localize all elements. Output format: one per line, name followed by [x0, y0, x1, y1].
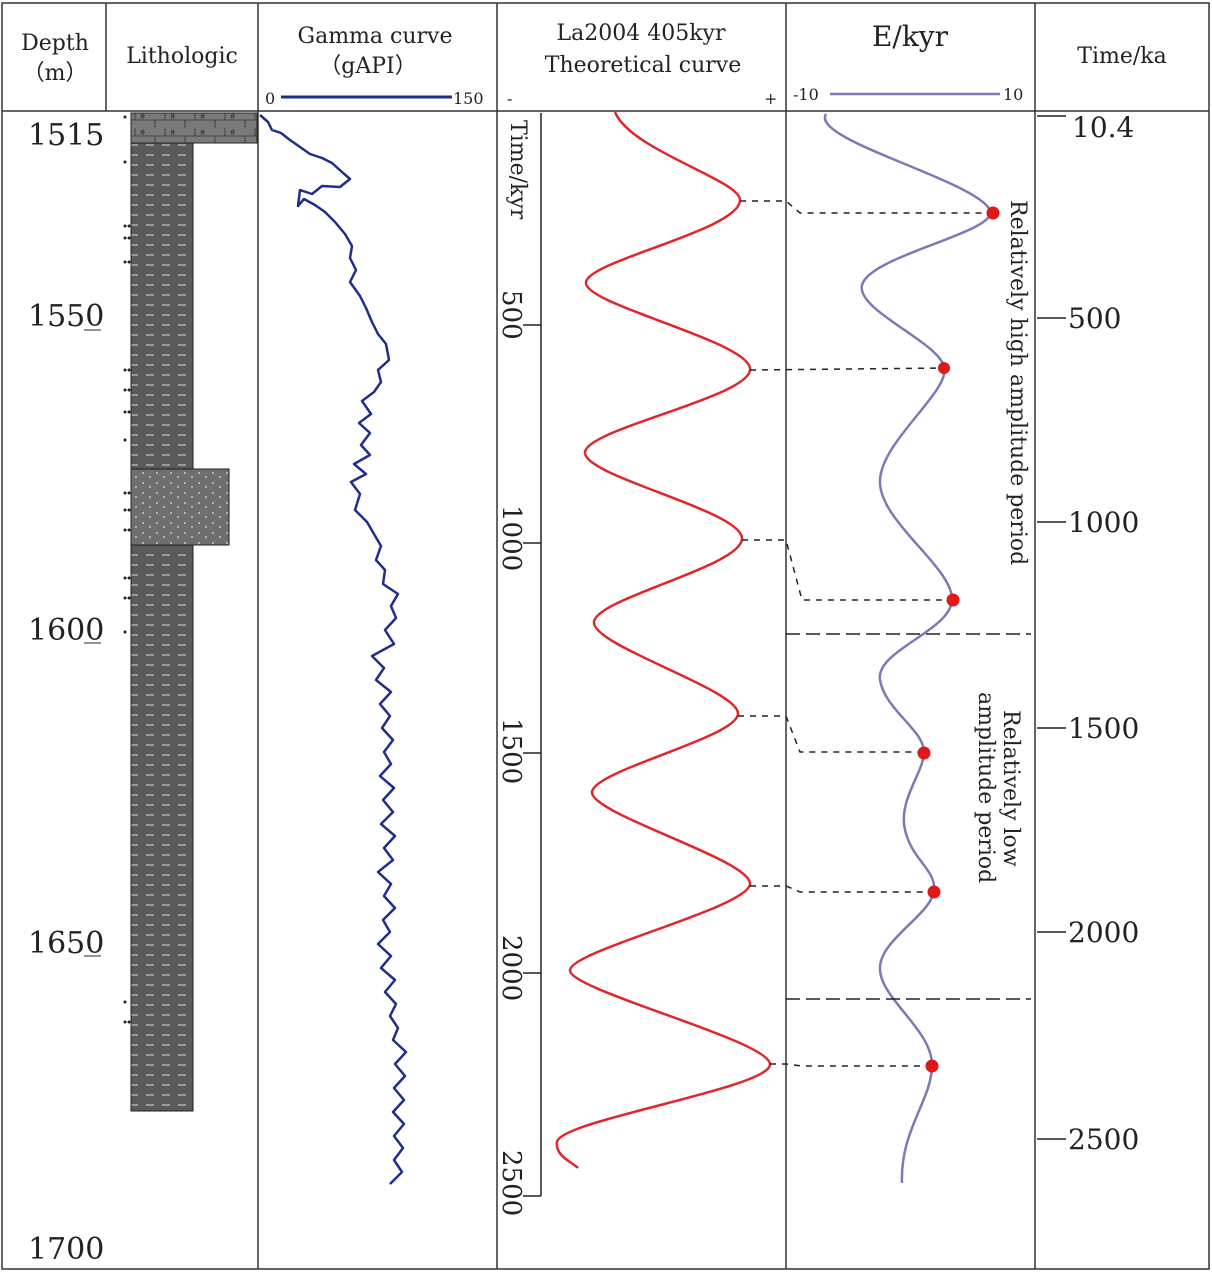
tie-line — [749, 367, 945, 371]
peak-markers — [917, 206, 1000, 1073]
tie-line — [742, 539, 953, 601]
theoretical-scale-minus: - — [507, 89, 512, 108]
gamma-header-line2: （gAPI） — [319, 54, 416, 79]
theoretical-header-line1: La2004 405kyr — [557, 21, 726, 46]
depth-label: 1700 — [28, 1232, 104, 1267]
e-scale: -10 10 — [793, 85, 1023, 104]
time-label: 1000 — [1068, 506, 1139, 539]
inner-time-tick: 2000 — [496, 935, 526, 1001]
gamma-header-line1: Gamma curve — [298, 24, 453, 49]
depth-label: 1600 — [28, 613, 104, 648]
lithology-column — [130, 112, 258, 1112]
tie-line — [740, 200, 993, 214]
time-label: 10.4 — [1072, 111, 1134, 144]
time-label: 2000 — [1068, 916, 1139, 949]
peak-marker — [938, 362, 950, 374]
time-label: 1500 — [1068, 712, 1139, 745]
depth-header-line2: （m） — [23, 61, 88, 86]
inner-time-axis: Time/kyr 500 1000 1500 2000 2500 — [496, 113, 542, 1216]
header-row: Depth （m） Lithologic Gamma curve （gAPI） … — [21, 20, 1167, 86]
theoretical-scale: - + — [507, 89, 777, 108]
peak-marker — [946, 593, 960, 607]
lithology-tick-marks — [123, 115, 131, 1024]
inner-time-tick: 1500 — [496, 718, 526, 784]
mudstone-layer — [130, 142, 194, 470]
time-label: 2500 — [1068, 1123, 1139, 1156]
theoretical-header-line2: Theoretical curve — [545, 53, 741, 78]
depth-header-line1: Depth — [21, 31, 89, 56]
lithologic-header: Lithologic — [126, 44, 238, 69]
peak-marker — [986, 206, 1000, 220]
peak-marker — [927, 885, 941, 899]
tie-line — [770, 1063, 932, 1067]
peak-marker — [925, 1059, 939, 1073]
depth-label: 1550 — [28, 299, 104, 334]
inner-time-axis-title: Time/kyr — [505, 120, 530, 220]
gamma-scale-min: 0 — [265, 89, 275, 108]
high-amplitude-period-label: Relatively high amplitude period — [1005, 200, 1030, 565]
e-scale-max: 10 — [1003, 85, 1023, 104]
inner-time-tick: 1000 — [496, 505, 526, 571]
gamma-curve — [259, 114, 408, 1185]
limestone-layer — [130, 112, 258, 144]
time-axis: 10.4 500 1000 1500 2000 2500 — [1037, 111, 1139, 1156]
gamma-scale-max: 150 — [453, 89, 484, 108]
low-amplitude-period-label-line2: amplitude period — [973, 692, 998, 883]
inner-time-tick: 2500 — [496, 1150, 526, 1216]
low-amplitude-period-label-line1: Relatively low — [998, 710, 1023, 867]
e-kyr-curve — [823, 113, 992, 1184]
e-scale-min: -10 — [793, 85, 819, 104]
theoretical-curve — [555, 111, 772, 1169]
time-header: Time/ka — [1077, 44, 1166, 69]
depth-label: 1515 — [28, 118, 104, 153]
period-boundaries — [786, 633, 1031, 1000]
theoretical-scale-plus: + — [764, 89, 777, 108]
tie-line — [750, 885, 934, 893]
tie-line — [738, 715, 924, 753]
tie-lines — [738, 200, 993, 1067]
gamma-scale: 0 150 — [265, 89, 484, 108]
peak-marker — [917, 746, 931, 760]
mudstone-layer — [130, 544, 194, 1112]
siltstone-layer — [130, 468, 230, 546]
e-kyr-header: E/kyr — [872, 20, 949, 53]
depth-axis: 1515 1550 1600 1650 1700 — [28, 118, 104, 1267]
depth-label: 1650 — [28, 926, 104, 961]
inner-time-tick: 500 — [496, 290, 526, 340]
time-label: 500 — [1068, 302, 1121, 335]
